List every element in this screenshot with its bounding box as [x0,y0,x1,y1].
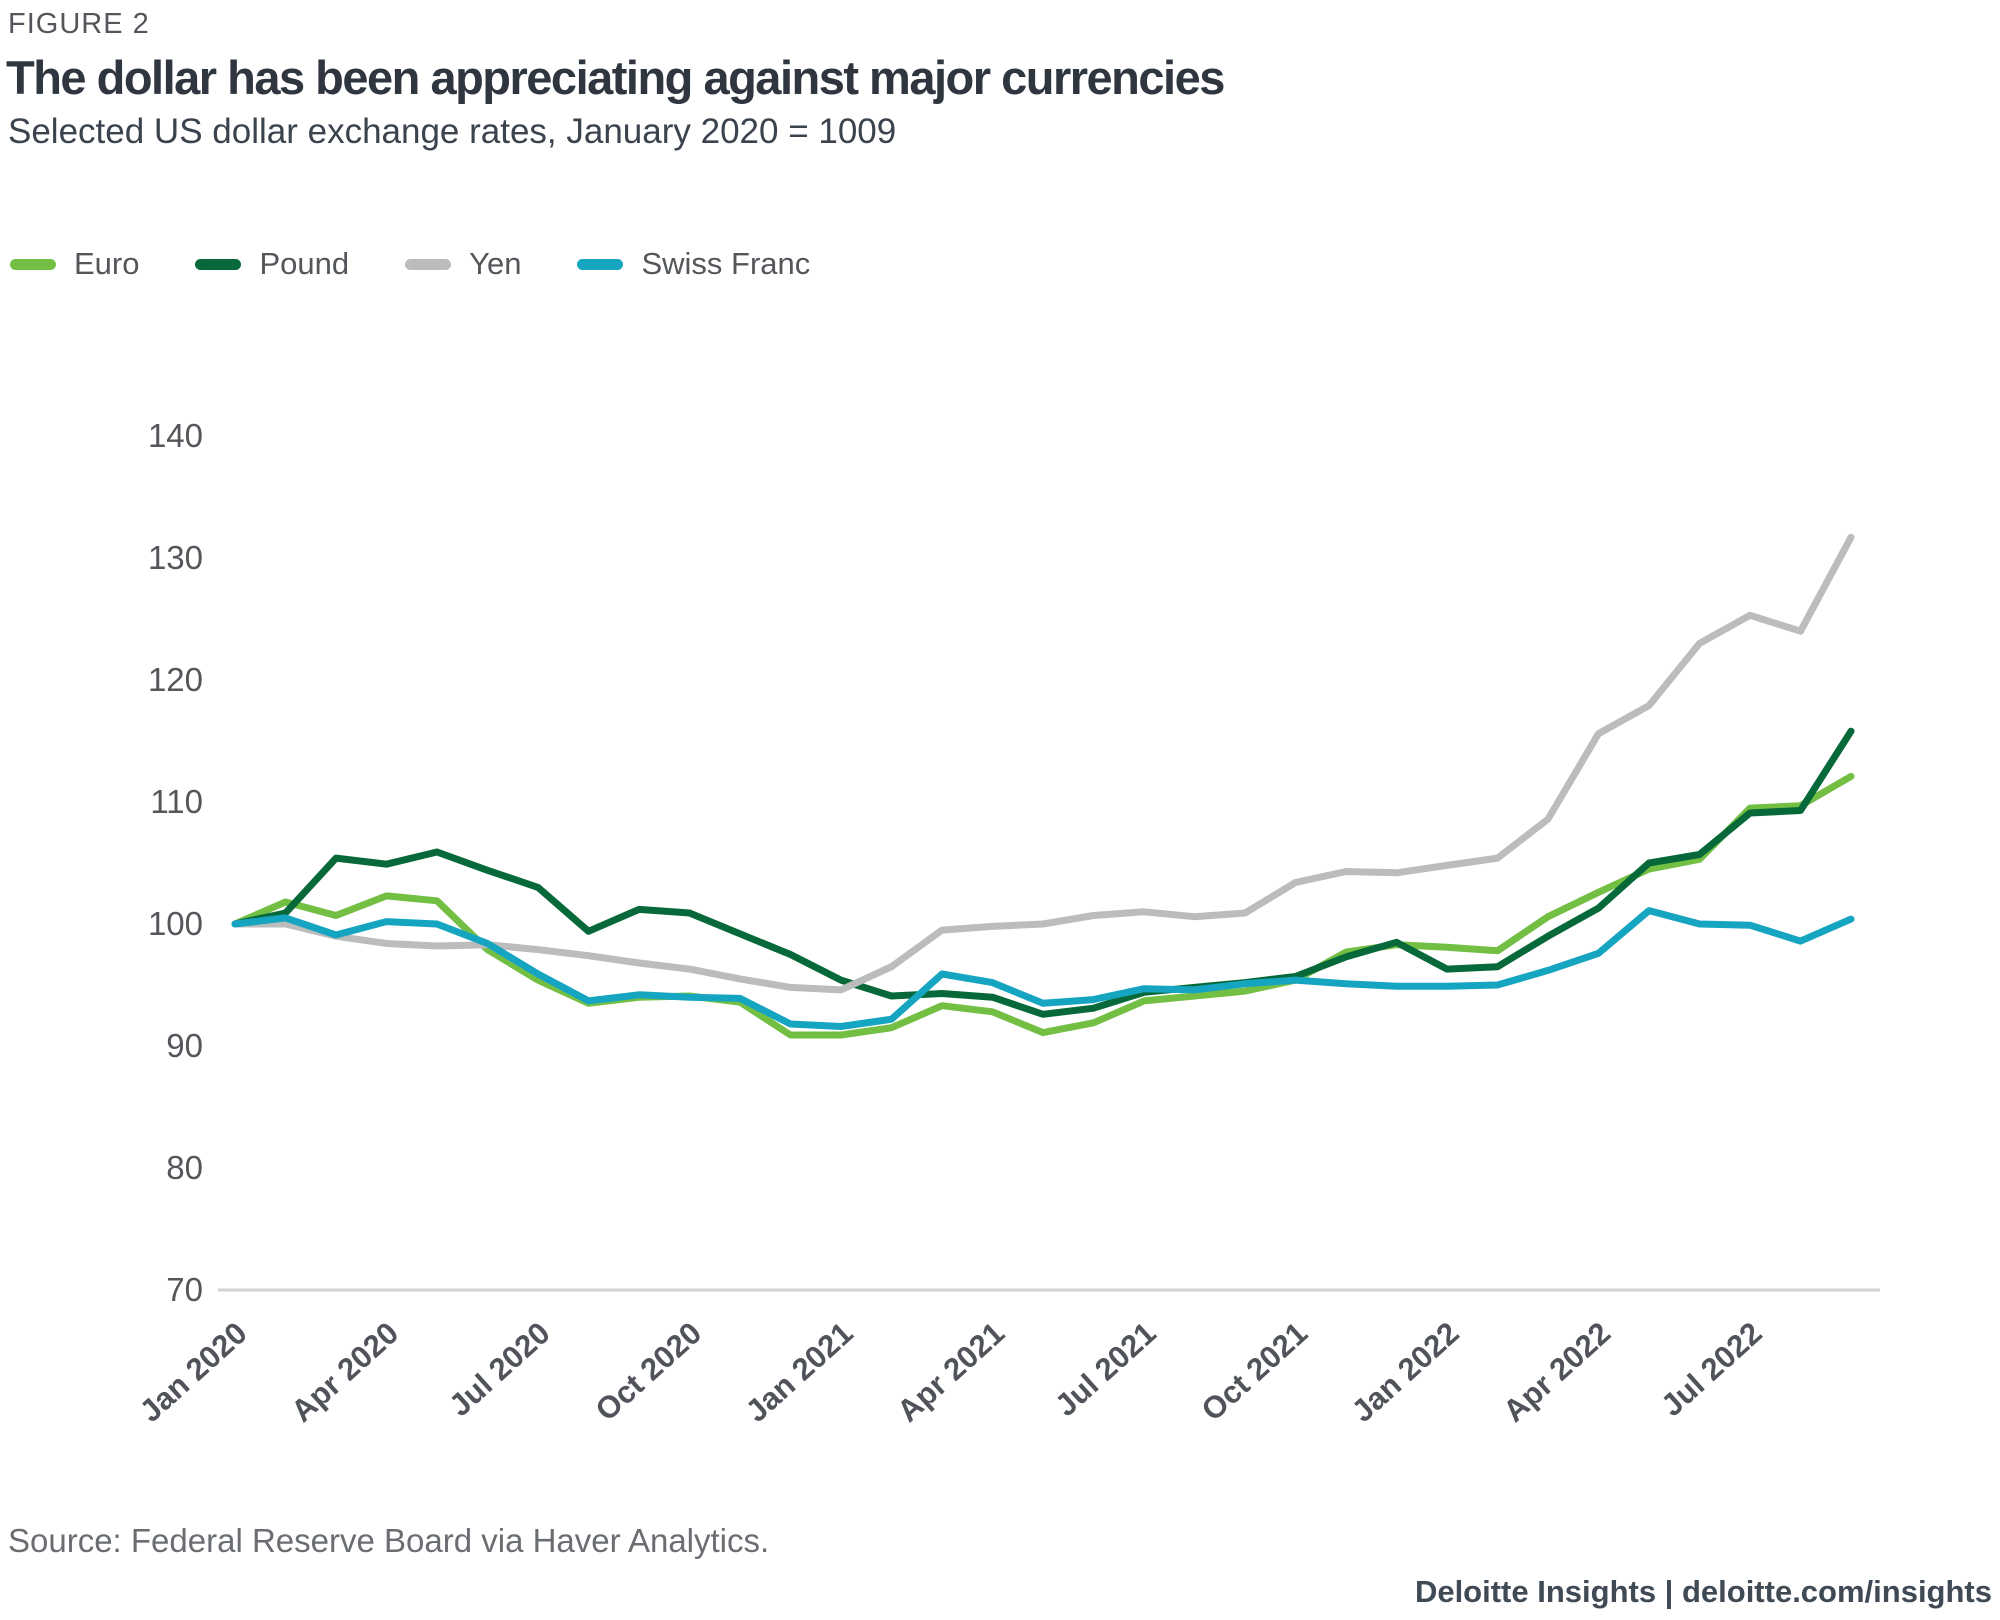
y-axis-tick-label: 130 [148,539,203,576]
x-axis-tick-label: Jul 2022 [1654,1315,1768,1423]
legend-label: Yen [469,246,522,281]
x-axis-tick-label: Jul 2021 [1048,1315,1162,1423]
x-axis-tick-label: Jul 2020 [442,1315,556,1423]
x-axis-tick-label: Oct 2020 [589,1315,708,1428]
y-axis-tick-label: 90 [166,1027,203,1064]
y-axis-tick-label: 120 [148,661,203,698]
y-axis-tick-label: 80 [166,1149,203,1186]
y-axis-tick-label: 110 [150,783,203,820]
legend-item-swiss-franc: Swiss Franc [577,246,810,282]
y-axis-tick-label: 140 [148,417,203,454]
x-axis-tick-label: Jan 2020 [133,1315,254,1429]
figure-label: FIGURE 2 [8,8,150,40]
y-axis-tick-label: 100 [148,905,203,942]
legend-swatch-euro [10,258,56,270]
series-line-euro [231,772,1855,1039]
series-line-yen [231,533,1855,994]
source-note: Source: Federal Reserve Board via Haver … [8,1522,770,1559]
x-axis-tick-label: Apr 2022 [1496,1315,1617,1429]
legend-swatch-swiss_franc [577,258,624,270]
legend-item-euro: Euro [10,246,139,282]
legend-item-pound: Pound [195,246,349,282]
x-axis-tick-label: Jan 2022 [1345,1315,1466,1429]
legend-swatch-yen [405,258,452,270]
legend-item-yen: Yen [405,246,521,282]
deloitte-insights-branding: Deloitte Insights | deloitte.com/insight… [1414,1574,1992,1609]
series-line-pound [231,727,1855,1018]
legend-label: Euro [74,246,140,281]
page-title: The dollar has been appreciating against… [6,51,1225,104]
x-axis-tick-label: Jan 2021 [739,1315,860,1429]
legend-swatch-pound [195,258,242,270]
chart-legend: Euro Pound Yen Swiss Franc [10,246,866,282]
x-axis-tick-label: Apr 2020 [284,1315,405,1429]
chart-subtitle: Selected US dollar exchange rates, Janua… [8,112,897,151]
x-axis-tick-label: Apr 2021 [890,1315,1011,1429]
legend-label: Pound [259,246,350,281]
y-axis-tick-label: 70 [166,1271,203,1308]
series-line-swiss-franc [231,907,1855,1030]
x-axis-tick-label: Oct 2021 [1195,1315,1314,1428]
legend-label: Swiss Franc [641,246,811,281]
